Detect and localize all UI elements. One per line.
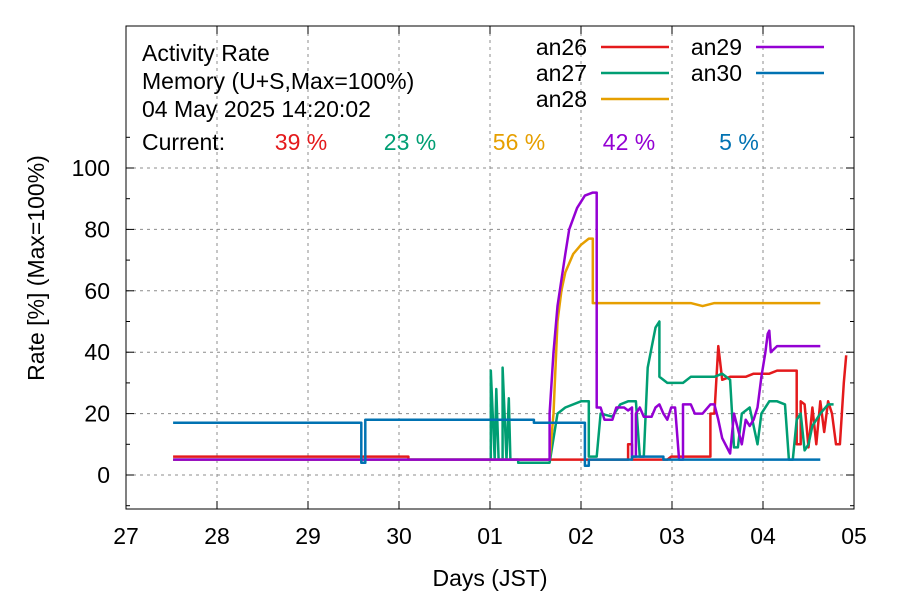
y-axis-label: Rate [%] (Max=100%) xyxy=(23,155,49,381)
series-line-an26 xyxy=(173,344,848,461)
current-value-an27: 23 % xyxy=(384,129,436,155)
chart-title-line-2: Memory (U+S,Max=100%) xyxy=(142,68,414,94)
y-tick-label: 100 xyxy=(72,155,110,181)
current-values: 39 % 23 % 56 % 42 % 5 % xyxy=(275,129,759,155)
x-tick-label: 04 xyxy=(750,523,776,549)
current-label: Current: xyxy=(142,129,225,155)
y-tick-label: 60 xyxy=(84,278,110,304)
legend-label-an27: an27 xyxy=(536,60,587,86)
series-line-an28 xyxy=(173,237,821,461)
legend-label-an30: an30 xyxy=(691,60,742,86)
current-value-an29: 42 % xyxy=(603,129,655,155)
y-tick-label: 0 xyxy=(97,462,110,488)
x-tick-label: 27 xyxy=(113,523,139,549)
x-tick-label: 28 xyxy=(204,523,230,549)
y-tick-label: 20 xyxy=(84,401,110,427)
legend-label-an26: an26 xyxy=(536,34,587,60)
x-tick-label: 03 xyxy=(659,523,685,549)
current-value-an28: 56 % xyxy=(493,129,545,155)
series-line-an30 xyxy=(173,418,821,468)
x-tick-label: 02 xyxy=(568,523,594,549)
chart-title-line-1: Activity Rate xyxy=(142,40,270,66)
y-tick-label: 80 xyxy=(84,216,110,242)
x-tick-label: 05 xyxy=(841,523,867,549)
x-tick-label: 01 xyxy=(477,523,503,549)
x-tick-label: 30 xyxy=(386,523,412,549)
legend-label-an28: an28 xyxy=(536,86,587,112)
legend-label-an29: an29 xyxy=(691,34,742,60)
series-line-an27 xyxy=(173,320,834,464)
current-value-an26: 39 % xyxy=(275,129,327,155)
y-tick-label: 40 xyxy=(84,339,110,365)
current-value-an30: 5 % xyxy=(719,129,759,155)
series-line-an29 xyxy=(173,191,821,461)
x-tick-label: 29 xyxy=(295,523,321,549)
x-axis-label: Days (JST) xyxy=(433,565,548,591)
tick-layer: 0 20 40 60 80 100 27 28 29 30 01 02 03 04 05 xyxy=(72,26,867,549)
series-layer xyxy=(173,191,848,468)
chart-title-line-3: 04 May 2025 14:20:02 xyxy=(142,96,371,122)
